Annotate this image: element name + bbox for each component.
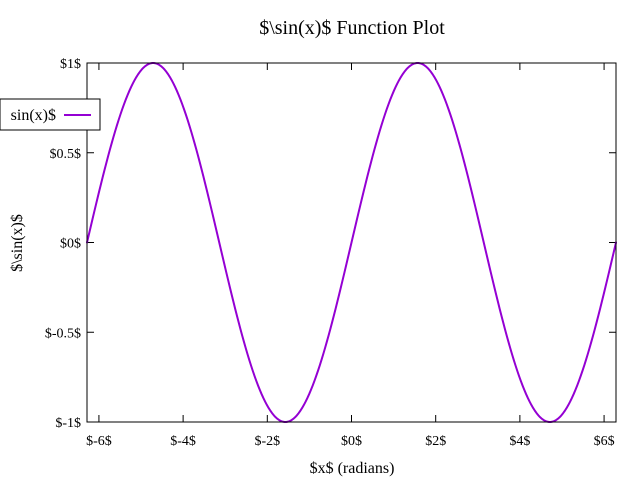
x-axis-ticks: $-6$ $-4$ $-2$ $0$ $2$ $4$ $6$	[86, 63, 615, 449]
x-tick-label: $6$	[594, 434, 615, 449]
x-tick-label: $-2$	[254, 434, 280, 449]
y-tick-label: $-0.5$	[45, 326, 81, 341]
y-tick-label: $1$	[60, 57, 81, 72]
y-tick-label: $-1$	[55, 416, 81, 431]
series-line-sin	[86, 62, 617, 423]
y-axis-label: $\sin(x)$	[9, 214, 26, 272]
y-axis-ticks: $1$ $0.5$ $0$ $-0.5$ $-1$	[45, 57, 616, 431]
x-tick-label: $-6$	[86, 434, 112, 449]
x-tick-label: $4$	[509, 434, 530, 449]
plot-area-border	[86, 62, 617, 423]
y-tick-label: $0.5$	[50, 147, 82, 162]
y-tick-label: $0$	[60, 237, 81, 252]
legend-label: sin(x)$	[11, 107, 56, 124]
x-tick-label: $0$	[341, 434, 362, 449]
legend-box	[0, 98, 101, 131]
chart-title: $\sin(x)$ Function Plot	[259, 17, 445, 39]
legend: sin(x)$	[0, 98, 101, 131]
x-tick-label: $2$	[425, 434, 446, 449]
x-tick-label: $-4$	[170, 434, 196, 449]
x-axis-label: $x$ (radians)	[310, 460, 395, 477]
series-layer	[86, 62, 617, 423]
